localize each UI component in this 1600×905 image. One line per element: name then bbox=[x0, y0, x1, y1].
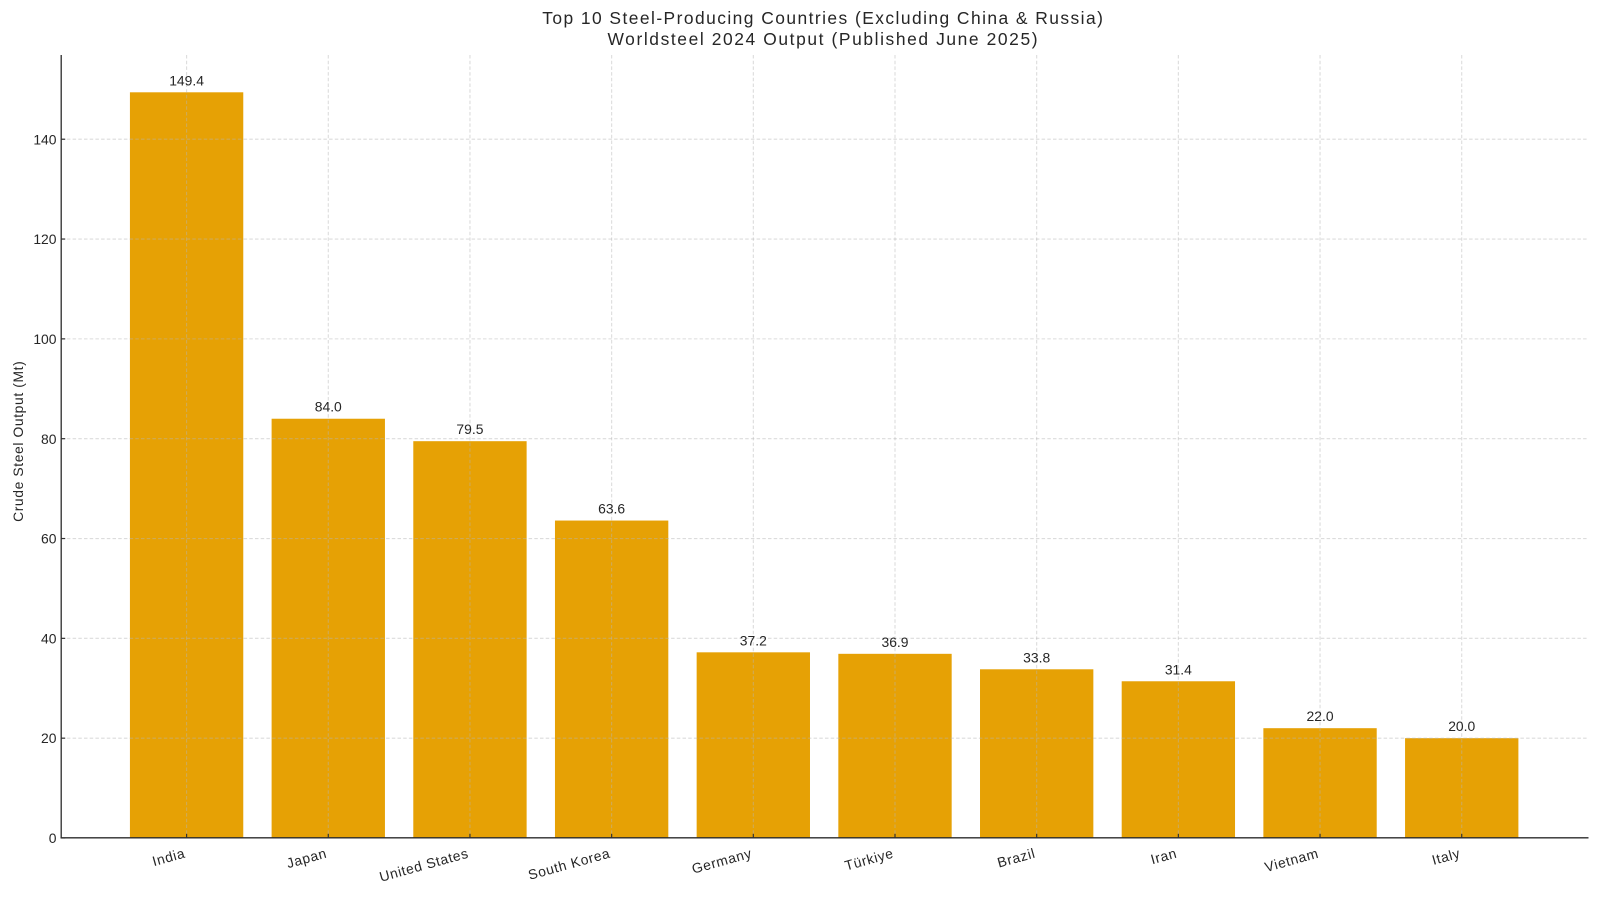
svg-text:84.0: 84.0 bbox=[315, 399, 342, 415]
svg-text:36.9: 36.9 bbox=[881, 634, 908, 650]
svg-text:60: 60 bbox=[41, 531, 57, 547]
svg-text:33.8: 33.8 bbox=[1023, 649, 1050, 665]
svg-text:22.0: 22.0 bbox=[1307, 708, 1334, 724]
svg-text:40: 40 bbox=[41, 630, 57, 646]
svg-text:120: 120 bbox=[33, 231, 56, 247]
svg-text:20.0: 20.0 bbox=[1448, 718, 1475, 734]
svg-text:37.2: 37.2 bbox=[740, 632, 767, 648]
svg-text:79.5: 79.5 bbox=[456, 421, 483, 437]
svg-text:Iran: Iran bbox=[1149, 845, 1179, 868]
svg-text:100: 100 bbox=[33, 331, 56, 347]
svg-text:140: 140 bbox=[33, 131, 56, 147]
svg-text:Worldsteel 2024 Output (Publis: Worldsteel 2024 Output (Published June 2… bbox=[607, 29, 1039, 49]
svg-text:20: 20 bbox=[41, 730, 57, 746]
svg-text:149.4: 149.4 bbox=[169, 72, 204, 88]
svg-text:Top 10 Steel-Producing Countri: Top 10 Steel-Producing Countries (Exclud… bbox=[542, 8, 1104, 28]
svg-text:Italy: Italy bbox=[1430, 845, 1462, 868]
svg-text:63.6: 63.6 bbox=[598, 501, 625, 517]
svg-text:31.4: 31.4 bbox=[1165, 661, 1192, 677]
svg-text:0: 0 bbox=[49, 830, 57, 846]
svg-text:80: 80 bbox=[41, 431, 57, 447]
svg-text:Crude Steel Output (Mt): Crude Steel Output (Mt) bbox=[10, 361, 26, 522]
